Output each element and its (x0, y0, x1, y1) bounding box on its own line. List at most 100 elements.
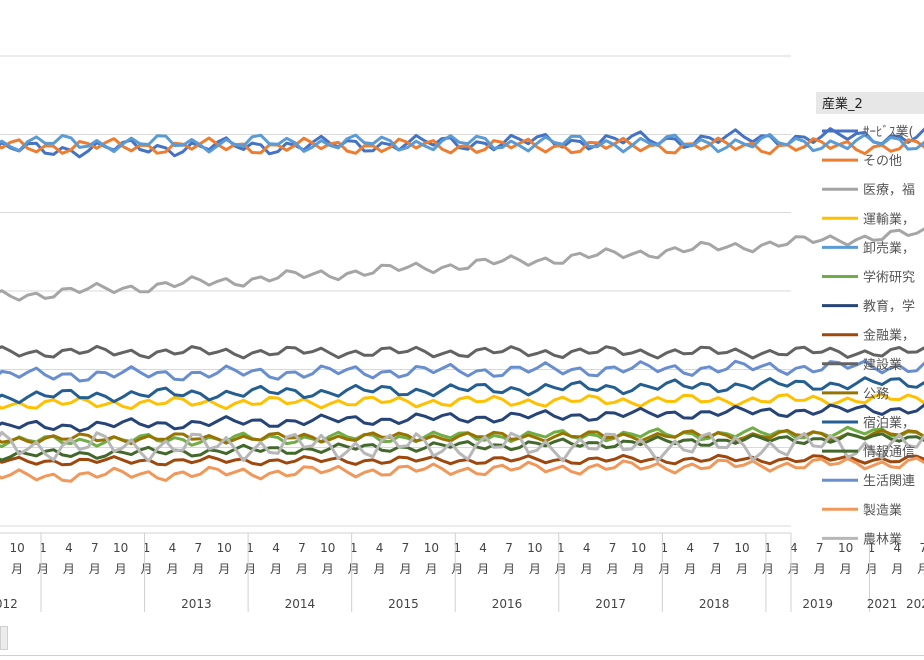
x-tick-month: 7 (91, 541, 99, 555)
x-tick-month-suffix: 月 (37, 562, 49, 576)
horizontal-scrollbar-thumb[interactable] (0, 626, 8, 650)
x-tick-month-suffix: 月 (296, 562, 308, 576)
x-year-label: 2015 (388, 597, 419, 611)
x-tick-month-suffix: 月 (814, 562, 826, 576)
series-line-8 (0, 344, 924, 360)
x-tick-month-suffix: 月 (141, 562, 153, 576)
x-tick-month-suffix: 月 (348, 562, 360, 576)
x-tick-month: 10 (527, 541, 542, 555)
x-year-label: 2014 (285, 597, 316, 611)
x-tick-month-suffix: 月 (684, 562, 696, 576)
x-tick-month-suffix: 月 (503, 562, 515, 576)
x-tick-month-suffix: 月 (607, 562, 619, 576)
legend-label: 学術研究 (863, 270, 915, 286)
x-tick-month-suffix: 月 (63, 562, 75, 576)
x-tick-month-suffix: 月 (632, 562, 644, 576)
legend-label: 生活関連 (863, 474, 915, 489)
series-line-13 (0, 456, 924, 483)
x-year-label: 2019 (802, 597, 833, 611)
x-tick-month: 10 (217, 541, 232, 555)
x-tick-month: 7 (919, 541, 924, 555)
x-tick-month-suffix: 月 (425, 562, 437, 576)
x-axis: 7 月 10 月 1 月 4 月 7 月 10 月 1 月 4 月 7 月 10 月 1 月 4 月 7 月 10 月 1 月 4 月 7 月 10… (0, 532, 924, 612)
x-tick-month-suffix: 月 (477, 562, 489, 576)
x-tick-month: 1 (143, 541, 151, 555)
x-tick-month: 10 (424, 541, 439, 555)
x-tick-month: 7 (402, 541, 410, 555)
x-tick-month: 1 (39, 541, 47, 555)
x-tick-month-suffix: 月 (710, 562, 722, 576)
x-tick-month: 1 (246, 541, 254, 555)
legend-label: 製造業 (863, 502, 902, 518)
x-tick-month-suffix: 月 (115, 562, 127, 576)
series-line-2 (0, 227, 924, 302)
x-tick-month-suffix: 月 (399, 562, 411, 576)
x-tick-month: 10 (631, 541, 646, 555)
x-tick-month-suffix: 月 (658, 562, 670, 576)
series-line-6 (0, 403, 924, 433)
x-tick-month-suffix: 月 (891, 562, 903, 576)
legend-label: 宿泊業， (863, 415, 915, 431)
x-tick-month: 7 (505, 541, 513, 555)
series-line-10 (0, 376, 924, 405)
x-tick-month-suffix: 月 (166, 562, 178, 576)
x-tick-month: 4 (894, 541, 902, 555)
legend-label: 情報通信 (863, 445, 915, 460)
x-year-label: 2012 (0, 597, 18, 611)
x-tick-month: 7 (195, 541, 203, 555)
x-tick-month-suffix: 月 (865, 562, 877, 576)
x-tick-month-suffix: 月 (11, 562, 23, 576)
series-line-12 (0, 359, 924, 383)
x-tick-month-suffix: 月 (529, 562, 541, 576)
x-tick-month-suffix: 月 (192, 562, 204, 576)
x-tick-month-suffix: 月 (736, 562, 748, 576)
x-tick-month: 4 (65, 541, 73, 555)
series-line-9 (0, 428, 924, 446)
x-tick-month-suffix: 月 (555, 562, 567, 576)
legend-title-bg (816, 92, 924, 114)
x-tick-month-suffix: 月 (917, 562, 924, 576)
gridlines (0, 55, 791, 527)
x-year-label: 2021 (867, 597, 898, 611)
x-tick-month: 1 (557, 541, 565, 555)
x-tick-month: 10 (9, 541, 24, 555)
legend-label: 建設業 (863, 357, 902, 373)
x-tick-month: 1 (661, 541, 669, 555)
x-tick-month: 4 (376, 541, 384, 555)
x-tick-month-suffix: 月 (788, 562, 800, 576)
x-tick-month: 4 (790, 541, 798, 555)
x-tick-month: 10 (320, 541, 335, 555)
series-line-14 (0, 430, 924, 463)
legend-label: 農林業 (863, 531, 902, 547)
x-tick-month-suffix: 月 (89, 562, 101, 576)
x-year-label: 2017 (595, 597, 626, 611)
x-tick-month-suffix: 月 (451, 562, 463, 576)
x-tick-month: 1 (453, 541, 461, 555)
x-year-label: 2018 (699, 597, 730, 611)
legend-label: 教育，学 (863, 299, 915, 315)
legend-label: 金融業， (863, 328, 915, 344)
x-tick-month: 4 (479, 541, 487, 555)
legend-title: 産業_2 (822, 96, 863, 112)
x-tick-month: 4 (686, 541, 694, 555)
x-tick-month-suffix: 月 (581, 562, 593, 576)
legend-label: 卸売業， (863, 240, 915, 256)
x-tick-month-suffix: 月 (840, 562, 852, 576)
x-year-label: 2016 (492, 597, 523, 611)
window-bottom-border (0, 655, 924, 656)
x-tick-month: 1 (764, 541, 772, 555)
legend-label: 運輸業， (863, 211, 915, 227)
series-line-3 (0, 392, 924, 411)
x-tick-month: 10 (734, 541, 749, 555)
x-tick-month-suffix: 月 (762, 562, 774, 576)
legend-label: ｻｰﾋﾞｽ業( (863, 124, 914, 140)
series-line-4 (0, 133, 924, 154)
x-tick-month: 10 (113, 541, 128, 555)
series-lines (0, 127, 924, 483)
x-tick-month-suffix: 月 (270, 562, 282, 576)
x-tick-month-suffix: 月 (218, 562, 230, 576)
